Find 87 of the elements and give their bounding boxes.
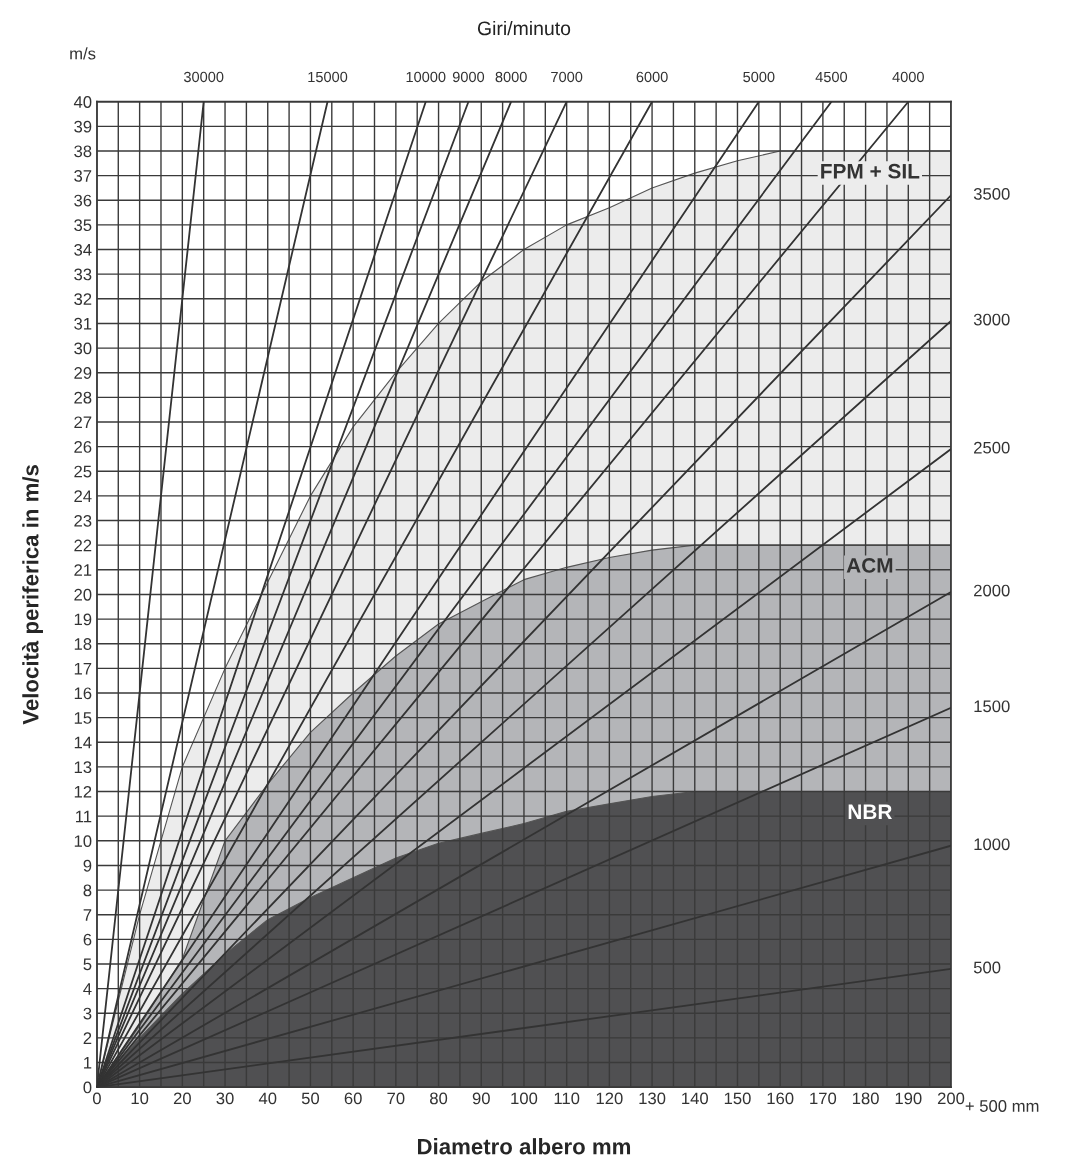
text: + 500 mm xyxy=(965,1100,1039,1112)
series-label: 2500 xyxy=(974,441,1010,454)
x-tick-label: 60 xyxy=(344,1092,362,1105)
y-tick-label: 18 xyxy=(74,638,92,650)
x-tick-label: 80 xyxy=(430,1092,448,1105)
y-tick-label: 1 xyxy=(84,1057,92,1069)
x-tick-label: 190 xyxy=(895,1092,922,1105)
y-tick-label: 25 xyxy=(74,465,92,478)
y-tick-label: 34 xyxy=(74,243,92,256)
x-tick-label: 10 xyxy=(131,1092,149,1105)
series-label: 3500 xyxy=(973,187,1010,200)
y-tick-label: 16 xyxy=(74,687,92,700)
series-label: 9000 xyxy=(452,71,485,83)
y-tick-label: 3 xyxy=(83,1007,92,1020)
y-tick-label: 26 xyxy=(74,441,92,453)
series-label: 30000 xyxy=(183,71,224,83)
series-label: 1000 xyxy=(974,838,1010,851)
y-tick-label: 40 xyxy=(73,96,92,108)
x-tick-label: 100 xyxy=(511,1092,538,1105)
y-tick-label: 15 xyxy=(74,712,92,724)
series-label: 500 xyxy=(973,961,1001,974)
y-tick-label: 39 xyxy=(74,120,92,133)
y-tick-label: 20 xyxy=(74,588,92,601)
series-label: 1500 xyxy=(974,700,1010,713)
y-tick-label: 14 xyxy=(74,736,92,749)
x-tick-label: 160 xyxy=(767,1092,794,1105)
y-tick-label: 38 xyxy=(74,145,92,158)
y-tick-label: 27 xyxy=(74,416,92,429)
y-tick-label: 17 xyxy=(74,662,92,675)
x-tick-label: 180 xyxy=(852,1092,879,1105)
y-tick-label: 8 xyxy=(83,884,92,897)
x-tick-label: 110 xyxy=(554,1092,580,1105)
series-label: ACM xyxy=(846,558,893,573)
y-tick-label: 35 xyxy=(74,219,92,232)
y-tick-label: 2 xyxy=(83,1032,92,1044)
x-tick-label: 70 xyxy=(387,1092,405,1105)
y-tick-label: 6 xyxy=(83,933,92,946)
y-tick-label: 11 xyxy=(76,810,92,823)
series-label: 5000 xyxy=(743,71,775,83)
y-tick-label: 22 xyxy=(74,539,92,552)
y-axis-title: Velocità periferica in m/s xyxy=(22,465,43,725)
series-label: 4500 xyxy=(815,71,848,83)
y-tick-label: 29 xyxy=(74,367,92,379)
y-tick-label: 30 xyxy=(74,342,92,355)
series-label: 3000 xyxy=(973,313,1010,326)
series-label: 15000 xyxy=(308,71,348,83)
series-label: FPM + SIL xyxy=(821,163,920,179)
y-tick-label: 37 xyxy=(74,170,92,182)
x-tick-label: 30 xyxy=(216,1092,234,1105)
chart-title: Giri/minuto xyxy=(477,20,571,36)
y-tick-label: 9 xyxy=(83,859,92,872)
y-tick-label: 19 xyxy=(74,613,92,626)
series-label: 2000 xyxy=(974,584,1010,597)
y-tick-label: 4 xyxy=(83,983,92,995)
y-tick-label: 23 xyxy=(74,514,92,527)
x-tick-label: 90 xyxy=(472,1092,490,1105)
y-tick-label: 10 xyxy=(74,835,92,848)
y-tick-label: 12 xyxy=(74,785,92,798)
y-tick-label: 28 xyxy=(74,391,92,404)
y-tick-label: 36 xyxy=(74,194,92,207)
series-label: 7000 xyxy=(551,71,583,83)
y-tick-label: 21 xyxy=(74,564,92,576)
series-label: 6000 xyxy=(636,71,668,83)
x-tick-label: 20 xyxy=(173,1092,191,1105)
y-tick-label: 13 xyxy=(74,761,92,774)
x-tick-label: 150 xyxy=(724,1092,751,1105)
x-tick-label: 40 xyxy=(258,1092,277,1105)
series-label: NBR xyxy=(848,804,892,819)
y-tick-label: 5 xyxy=(83,958,92,971)
y-tick-label: 0 xyxy=(83,1081,92,1094)
y-tick-label: 7 xyxy=(83,909,92,921)
x-tick-label: 50 xyxy=(301,1092,320,1105)
x-tick-label: 170 xyxy=(810,1092,837,1105)
x-tick-label: 200 xyxy=(937,1092,965,1105)
x-tick-label: 120 xyxy=(596,1092,623,1105)
series-label: 10000 xyxy=(406,71,446,83)
y-tick-label: 31 xyxy=(74,317,92,330)
y-tick-label: 32 xyxy=(74,293,92,305)
y-tick-label: 24 xyxy=(74,490,92,502)
x-axis-title: Diametro albero mm xyxy=(418,1138,631,1155)
series-label: 4000 xyxy=(892,71,924,83)
text: m/s xyxy=(70,47,96,60)
series-label: 8000 xyxy=(495,71,527,83)
x-tick-label: 0 xyxy=(92,1092,101,1105)
x-tick-label: 130 xyxy=(639,1092,666,1105)
x-tick-label: 140 xyxy=(682,1092,709,1105)
y-tick-label: 33 xyxy=(74,268,92,281)
